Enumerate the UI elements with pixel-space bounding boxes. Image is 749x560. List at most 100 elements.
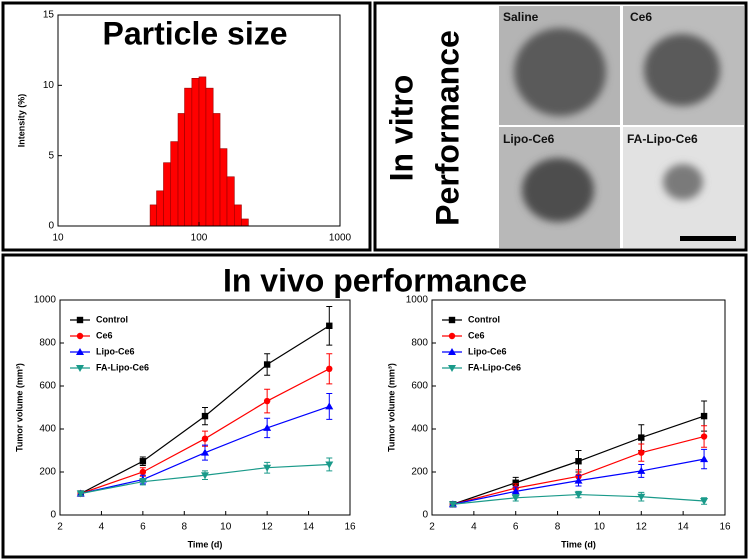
x-tick-label: 6 (140, 522, 146, 533)
marker (263, 464, 272, 472)
marker (575, 458, 582, 465)
y-axis-label: Tumor volume (mm³) (386, 363, 396, 452)
marker (448, 348, 456, 355)
panel-title: Performance (429, 30, 465, 226)
marker (325, 461, 334, 469)
marker (700, 412, 708, 420)
marker (700, 433, 708, 440)
marker (574, 491, 583, 499)
y-tick-label: 5 (48, 150, 54, 161)
plot-frame (431, 299, 726, 516)
x-tick-label: 8 (555, 522, 561, 533)
bar (198, 76, 207, 227)
marker (448, 316, 456, 324)
x-tick-label: 6 (513, 522, 519, 533)
marker (325, 402, 334, 410)
panel-frame (373, 1, 748, 252)
marker (139, 458, 147, 465)
bar (163, 162, 172, 227)
panel-title: Particle size (103, 15, 288, 51)
marker (201, 435, 209, 442)
y-tick-label: 0 (422, 510, 428, 521)
y-tick-label: 200 (39, 467, 56, 478)
scale-bar (680, 236, 736, 241)
bar (226, 176, 235, 227)
bar (191, 78, 200, 227)
y-tick-label: 400 (411, 424, 428, 435)
marker (326, 322, 333, 329)
marker (201, 412, 209, 420)
bar (149, 204, 157, 227)
bar (241, 218, 249, 227)
x-tick-label: 8 (182, 522, 188, 533)
bar (156, 190, 164, 227)
y-tick-label: 400 (39, 424, 56, 435)
marker (700, 455, 709, 463)
legend-label: Control (468, 314, 500, 324)
marker (326, 365, 333, 372)
y-tick-label: 200 (411, 467, 428, 478)
marker (76, 348, 84, 355)
y-tick-label: 10 (43, 80, 55, 91)
marker (201, 472, 209, 480)
legend-label: Ce6 (468, 330, 485, 340)
marker (512, 479, 519, 486)
marker (263, 397, 271, 405)
marker (511, 487, 520, 495)
x-tick-label: 10 (52, 233, 64, 244)
legend-label: Ce6 (96, 330, 113, 340)
marker (574, 476, 583, 484)
image-label: Saline (503, 10, 539, 24)
spheroid (644, 34, 720, 106)
x-tick-label: 14 (303, 522, 315, 533)
panel-frame (1, 1, 372, 252)
marker (448, 501, 457, 509)
x-tick-label: 100 (191, 233, 208, 244)
panel-title: In vitro (383, 75, 419, 182)
bar (184, 87, 193, 227)
bar (212, 113, 221, 227)
x-tick-label: 16 (719, 522, 731, 533)
spheroid (514, 28, 606, 116)
y-axis-label: Intensity (%) (16, 94, 26, 148)
marker (637, 493, 646, 501)
x-tick-label: 10 (594, 522, 606, 533)
y-tick-label: 600 (411, 381, 428, 392)
micrographs (499, 6, 744, 248)
bar (177, 113, 185, 227)
bar (234, 204, 242, 227)
bar (170, 141, 179, 227)
y-tick-label: 15 (43, 10, 55, 21)
x-tick-label: 4 (471, 522, 477, 533)
marker (637, 466, 646, 474)
marker (138, 478, 147, 486)
panel-title: In vivo performance (223, 262, 527, 298)
marker (76, 365, 84, 372)
x-tick-label: 1000 (329, 233, 352, 244)
marker (700, 498, 709, 506)
x-tick-label: 16 (344, 522, 356, 533)
legend-label: Lipo-Ce6 (96, 346, 135, 356)
marker (76, 490, 85, 498)
legend-label: FA-Lipo-Ce6 (96, 362, 149, 372)
bar (205, 87, 214, 227)
image-label: Ce6 (630, 10, 652, 24)
marker (76, 332, 84, 340)
y-tick-label: 1000 (406, 295, 429, 306)
image-label: Lipo-Ce6 (503, 132, 555, 146)
marker (448, 365, 456, 372)
marker (76, 316, 84, 324)
marker (139, 468, 147, 476)
y-tick-label: 0 (48, 221, 54, 232)
marker (263, 423, 272, 431)
x-tick-label: 4 (99, 522, 105, 533)
y-tick-label: 600 (39, 381, 56, 392)
plot-frame (59, 299, 351, 516)
x-tick-label: 10 (220, 522, 232, 533)
x-tick-label: 12 (262, 522, 274, 533)
spheroid (663, 164, 703, 200)
x-tick-label: 12 (636, 522, 648, 533)
panel-frame (1, 253, 748, 559)
y-tick-label: 800 (39, 338, 56, 349)
